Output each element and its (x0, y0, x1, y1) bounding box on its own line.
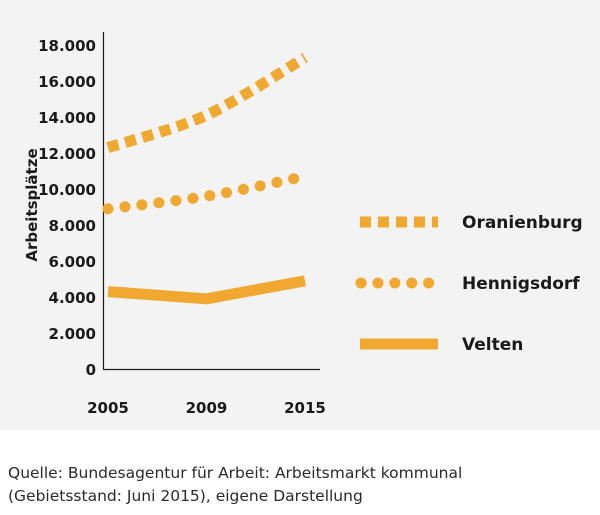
y-tick-label: 10.000 (38, 181, 96, 199)
series-line-oranienburg (106, 52, 308, 153)
y-axis-label: Arbeitsplätze (23, 148, 41, 261)
y-tick-label: 8.000 (49, 217, 96, 235)
x-tick-label: 2009 (186, 399, 228, 417)
legend-label: Hennigsdorf (462, 274, 580, 294)
legend-item: Velten (360, 335, 523, 355)
y-tick-label: 4.000 (49, 289, 96, 307)
legend-item: Oranienburg (360, 213, 583, 233)
legend: Oranienburg Hennigsdorf Velten (355, 213, 583, 355)
axes (102, 32, 320, 371)
y-tick-label: 12.000 (38, 145, 96, 163)
x-tick-label: 2005 (87, 399, 129, 417)
legend-label: Oranienburg (462, 213, 583, 233)
y-tick-label: 6.000 (49, 253, 96, 271)
source-line-1: Quelle: Bundesagentur für Arbeit: Arbeit… (8, 464, 463, 482)
legend-label: Velten (462, 335, 523, 355)
legend-item: Hennigsdorf (355, 274, 580, 294)
source-note: Quelle: Bundesagentur für Arbeit: Arbeit… (8, 462, 593, 508)
x-tick-labels: 2005 2009 2015 (87, 399, 326, 417)
chart-figure: 0 2.000 4.000 6.000 8.000 10.000 12.000 14.000 1… (0, 0, 600, 430)
source-line-2: (Gebietsstand: Juni 2015), eigene Darste… (8, 487, 363, 505)
y-tick-label: 2.000 (49, 325, 96, 343)
y-tick-label: 0 (86, 361, 96, 379)
y-tick-label: 18.000 (38, 37, 96, 55)
series-line-velten (107, 275, 306, 305)
y-tick-label: 14.000 (38, 109, 96, 127)
line-chart: 0 2.000 4.000 6.000 8.000 10.000 12.000 14.000 1… (23, 32, 583, 417)
series-line-hennigsdorf (102, 170, 311, 215)
y-tick-labels: 0 2.000 4.000 6.000 8.000 10.000 12.000 14.000 1… (38, 37, 96, 379)
y-tick-label: 16.000 (38, 73, 96, 91)
series-lines (102, 52, 311, 305)
x-tick-label: 2015 (284, 399, 326, 417)
